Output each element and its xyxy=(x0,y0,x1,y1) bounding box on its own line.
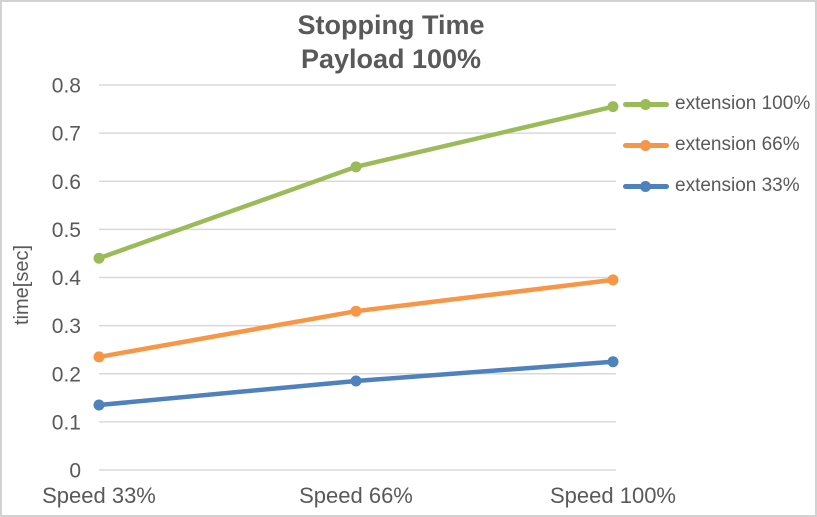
data-point xyxy=(607,356,619,368)
legend-line-marker-icon xyxy=(623,180,669,192)
data-point xyxy=(607,274,619,286)
legend: extension 100% extension 66% extension 33% xyxy=(623,92,810,215)
y-tick-label: 0.8 xyxy=(52,75,81,98)
data-point xyxy=(607,101,619,113)
y-tick-label: 0.3 xyxy=(52,315,81,338)
legend-dot xyxy=(640,139,651,151)
legend-label: extension 100% xyxy=(675,93,811,114)
data-point xyxy=(350,305,362,317)
chart-title-line1: Stopping Time xyxy=(297,10,485,40)
data-point xyxy=(93,252,105,264)
y-tick-label: 0 xyxy=(69,460,81,483)
y-tick-label: 0.1 xyxy=(52,411,81,434)
y-tick-label: 0.6 xyxy=(52,171,81,194)
x-tick-label: Speed 100% xyxy=(550,483,676,508)
legend-item: extension 33% xyxy=(623,174,810,198)
data-point xyxy=(93,399,105,411)
chart-title-line2: Payload 100% xyxy=(300,44,482,74)
x-tick-label: Speed 66% xyxy=(299,483,413,508)
legend-label: extension 33% xyxy=(675,175,800,196)
legend-label: extension 66% xyxy=(675,134,800,155)
y-tick-label: 0.4 xyxy=(52,267,82,290)
series-line xyxy=(96,104,616,261)
legend-item: extension 100% xyxy=(623,92,810,116)
legend-line-marker-icon xyxy=(623,139,669,151)
legend-dot xyxy=(640,98,651,110)
legend-line-marker-icon xyxy=(623,98,669,110)
data-point xyxy=(350,375,362,387)
y-tick-label: 0.7 xyxy=(52,123,81,146)
y-tick-label: 0.5 xyxy=(52,219,81,242)
legend-dot xyxy=(640,180,651,192)
legend-item: extension 66% xyxy=(623,133,810,157)
data-point xyxy=(93,351,105,363)
x-tick-label: Speed 33% xyxy=(42,483,156,508)
chart-title: Stopping Time Payload 100% xyxy=(2,8,780,76)
data-point xyxy=(350,161,362,173)
series-line xyxy=(96,277,616,360)
y-tick-label: 0.2 xyxy=(52,363,81,386)
